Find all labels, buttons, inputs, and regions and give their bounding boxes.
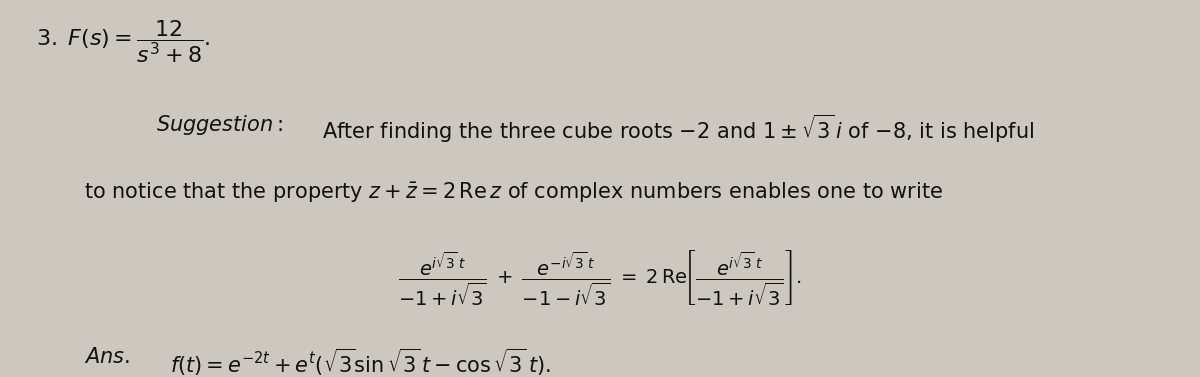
Text: $3.\;F(s)=\dfrac{12}{s^3+8}.$: $3.\;F(s)=\dfrac{12}{s^3+8}.$ [36,19,211,65]
Text: After finding the three cube roots $-2$ and $1\pm\sqrt{3}\,i$ of $-8$, it is hel: After finding the three cube roots $-2$ … [322,113,1033,146]
Text: $\dfrac{e^{i\sqrt{3}\,t}}{-1+i\sqrt{3}}\;+\;\dfrac{e^{-i\sqrt{3}\,t}}{-1-i\sqrt{: $\dfrac{e^{i\sqrt{3}\,t}}{-1+i\sqrt{3}}\… [398,249,802,308]
Text: to notice that the property $z+\bar{z}=2\,\mathrm{Re}\,z$ of complex numbers ena: to notice that the property $z+\bar{z}=2… [84,181,943,205]
Text: $\it{Suggestion:}$: $\it{Suggestion:}$ [156,113,283,137]
Text: $f(t)=e^{-2t}+e^{t}(\sqrt{3}\sin\sqrt{3}\,t-\cos\sqrt{3}\,t).$: $f(t)=e^{-2t}+e^{t}(\sqrt{3}\sin\sqrt{3}… [170,347,551,377]
Text: $\it{Ans.}$: $\it{Ans.}$ [84,347,130,367]
